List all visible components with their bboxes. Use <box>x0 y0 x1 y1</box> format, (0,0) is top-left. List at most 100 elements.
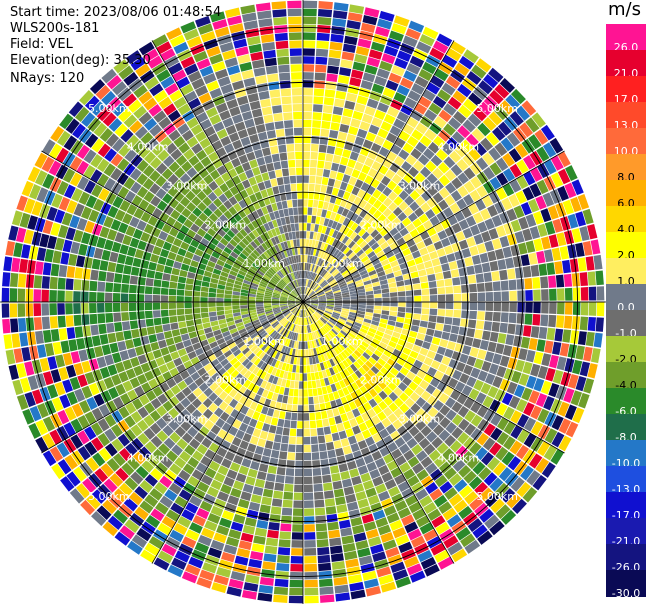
ray-gate <box>306 231 311 239</box>
ray-gate <box>309 280 314 288</box>
ray-gate <box>237 341 246 349</box>
ray-gate <box>138 446 152 459</box>
ray-gate <box>419 33 435 47</box>
ray-gate <box>134 249 145 259</box>
ray-gate <box>275 324 282 332</box>
ray-gate <box>557 401 570 417</box>
ray-gate <box>138 111 152 125</box>
ray-gate <box>117 433 131 447</box>
ray-gate <box>129 120 143 134</box>
ray-gate <box>213 407 224 418</box>
ray-gate <box>277 418 285 427</box>
ray-gate <box>49 316 58 329</box>
ray-gate <box>264 292 273 296</box>
ray-gate <box>281 362 287 371</box>
ray-gate <box>205 431 217 442</box>
ray-gate <box>65 290 73 302</box>
ray-gate <box>303 127 312 136</box>
ray-gate <box>295 325 299 333</box>
ray-gate <box>284 483 294 492</box>
ray-gate <box>148 103 162 117</box>
ray-gate <box>430 542 446 556</box>
ray-gate <box>330 553 344 563</box>
ray-gate <box>173 357 183 367</box>
ray-gate <box>303 32 316 41</box>
ray-gate <box>488 111 503 126</box>
ray-gate <box>306 357 310 365</box>
ray-gate <box>324 343 331 351</box>
ray-gate <box>177 348 187 357</box>
ray-gate <box>464 539 481 554</box>
ray-gate <box>332 311 341 316</box>
ray-gate <box>266 313 274 318</box>
ray-gate <box>279 192 287 201</box>
ray-gate <box>235 472 247 483</box>
ray-gate <box>208 180 219 191</box>
ray-gate <box>50 369 62 383</box>
ray-gate <box>582 240 593 256</box>
ray-gate <box>158 364 169 374</box>
ray-gate <box>159 136 173 149</box>
ray-gate <box>277 56 290 65</box>
ray-gate <box>341 310 350 314</box>
ray-gate <box>167 564 184 578</box>
ray-gate <box>118 447 132 462</box>
ray-gate <box>307 317 311 325</box>
ray-gate <box>520 336 531 349</box>
ray-gate <box>287 298 296 301</box>
ray-gate <box>437 230 448 240</box>
ray-gate <box>322 283 330 289</box>
ray-gate <box>269 267 277 274</box>
ray-gate <box>192 291 201 297</box>
ray-gate <box>433 240 444 251</box>
ray-gate <box>543 445 558 461</box>
ray-gate <box>293 316 298 324</box>
ray-gate <box>347 574 363 584</box>
ray-gate <box>241 69 254 80</box>
ray-gate <box>212 61 226 72</box>
ray-gate <box>451 401 463 413</box>
ray-gate <box>596 302 605 317</box>
ray-gate <box>58 367 69 381</box>
ray-gate <box>352 524 365 535</box>
ray-gate <box>353 532 367 543</box>
ray-gate <box>199 137 211 149</box>
ray-gate <box>383 396 393 407</box>
ray-gate <box>264 296 272 299</box>
ray-gate <box>365 487 377 498</box>
ray-gate <box>340 255 348 263</box>
ray-gate <box>358 199 368 209</box>
range-ring-label: 3.00km <box>399 412 441 425</box>
ray-gate <box>192 450 204 462</box>
ray-gate <box>182 463 195 475</box>
ray-gate <box>408 381 419 392</box>
ray-gate <box>415 450 428 462</box>
ray-gate <box>327 219 334 228</box>
ray-gate <box>313 339 318 348</box>
ray-gate <box>276 218 283 227</box>
ray-gate <box>443 245 454 255</box>
ray-gate <box>261 406 269 415</box>
ray-gate <box>329 41 343 51</box>
ray-gate <box>129 284 137 294</box>
ray-gate <box>451 427 464 440</box>
ray-gate <box>274 227 281 236</box>
ray-gate <box>371 450 383 461</box>
ray-gate <box>460 139 473 153</box>
ray-gate <box>109 342 119 354</box>
ray-gate <box>215 102 228 114</box>
ray-gate <box>355 46 370 57</box>
ray-gate <box>170 244 180 254</box>
ray-gate <box>253 116 265 126</box>
ray-gate <box>262 334 270 341</box>
ray-gate <box>415 420 427 431</box>
ray-gate <box>39 357 50 372</box>
ray-gate <box>304 579 318 588</box>
ray-gate <box>405 284 413 291</box>
ray-gate <box>369 273 378 280</box>
ray-gate <box>296 357 301 365</box>
ray-gate <box>247 222 256 232</box>
ray-gate <box>522 186 535 201</box>
ray-gate <box>346 20 361 30</box>
ray-gate <box>283 419 291 428</box>
